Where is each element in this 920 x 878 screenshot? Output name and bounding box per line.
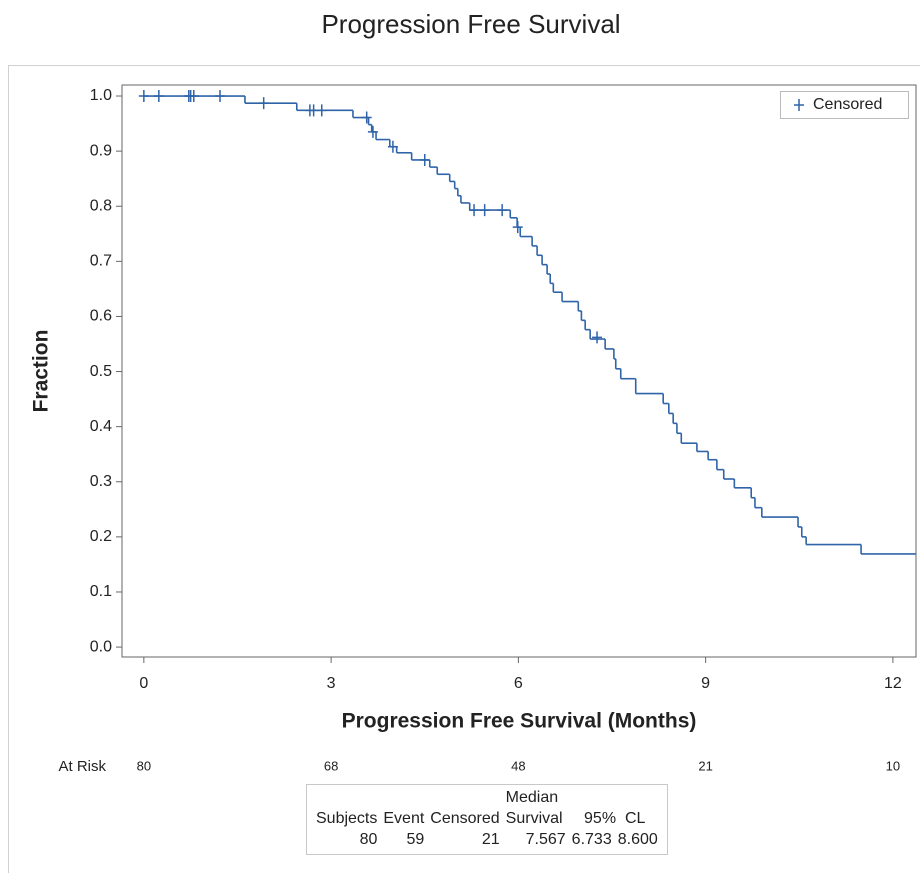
x-tick-label: 9: [701, 675, 710, 692]
y-tick-label: 0.1: [90, 583, 112, 600]
censor-mark: [513, 221, 523, 233]
header: Censored: [427, 787, 502, 829]
censor-mark: [497, 204, 507, 216]
header: Median Survival: [503, 787, 569, 829]
frame: [9, 66, 920, 874]
x-tick-label: 6: [514, 675, 523, 692]
censor-mark: [420, 154, 430, 166]
cell: 21: [427, 829, 502, 850]
header-row: Subjects Event Censored Median Survival …: [313, 787, 661, 829]
censor-mark: [480, 204, 490, 216]
y-tick-label: 0.9: [90, 142, 112, 159]
y-tick-label: 1.0: [90, 87, 112, 104]
censor-mark: [154, 90, 164, 102]
y-tick-label: 0.5: [90, 363, 112, 380]
cell: 8.600: [615, 829, 661, 850]
at-risk-value: 48: [511, 758, 525, 773]
plot-area: [122, 85, 916, 657]
censor-mark: [259, 97, 269, 109]
x-tick-label: 3: [327, 675, 336, 692]
y-axis-label: Fraction: [30, 330, 53, 413]
summary-table: Subjects Event Censored Median Survival …: [306, 784, 668, 855]
at-risk-value: 21: [698, 758, 712, 773]
legend-label: Censored: [813, 96, 882, 113]
x-axis-label: Progression Free Survival (Months): [342, 710, 697, 733]
chart-title: Progression Free Survival: [321, 9, 620, 39]
at-risk-value: 80: [137, 758, 151, 773]
x-tick-label: 0: [139, 675, 148, 692]
cell: 80: [313, 829, 380, 850]
censor-mark: [592, 331, 602, 343]
y-tick-label: 0.0: [90, 638, 112, 655]
cell: 59: [380, 829, 427, 850]
y-tick-label: 0.4: [90, 418, 112, 435]
censor-mark: [317, 104, 327, 116]
at-risk-label: At Risk: [58, 758, 106, 775]
y-tick-label: 0.2: [90, 528, 112, 545]
censor-mark: [362, 112, 372, 124]
y-tick-label: 0.7: [90, 253, 112, 270]
header: Event: [380, 787, 427, 829]
censor-mark: [469, 204, 479, 216]
header: 95% CL: [569, 787, 661, 829]
y-tick-label: 0.8: [90, 197, 112, 214]
cell: 7.567: [503, 829, 569, 850]
header: Subjects: [313, 787, 380, 829]
cell: 6.733: [569, 829, 615, 850]
censor-mark: [139, 90, 149, 102]
at-risk-value: 68: [324, 758, 338, 773]
y-tick-label: 0.6: [90, 308, 112, 325]
table: Subjects Event Censored Median Survival …: [313, 787, 661, 850]
at-risk-value: 10: [886, 758, 900, 773]
censor-mark: [215, 90, 225, 102]
value-row: 80 59 21 7.567 6.733 8.600: [313, 829, 661, 850]
y-tick-label: 0.3: [90, 473, 112, 490]
x-tick-label: 12: [884, 675, 902, 692]
